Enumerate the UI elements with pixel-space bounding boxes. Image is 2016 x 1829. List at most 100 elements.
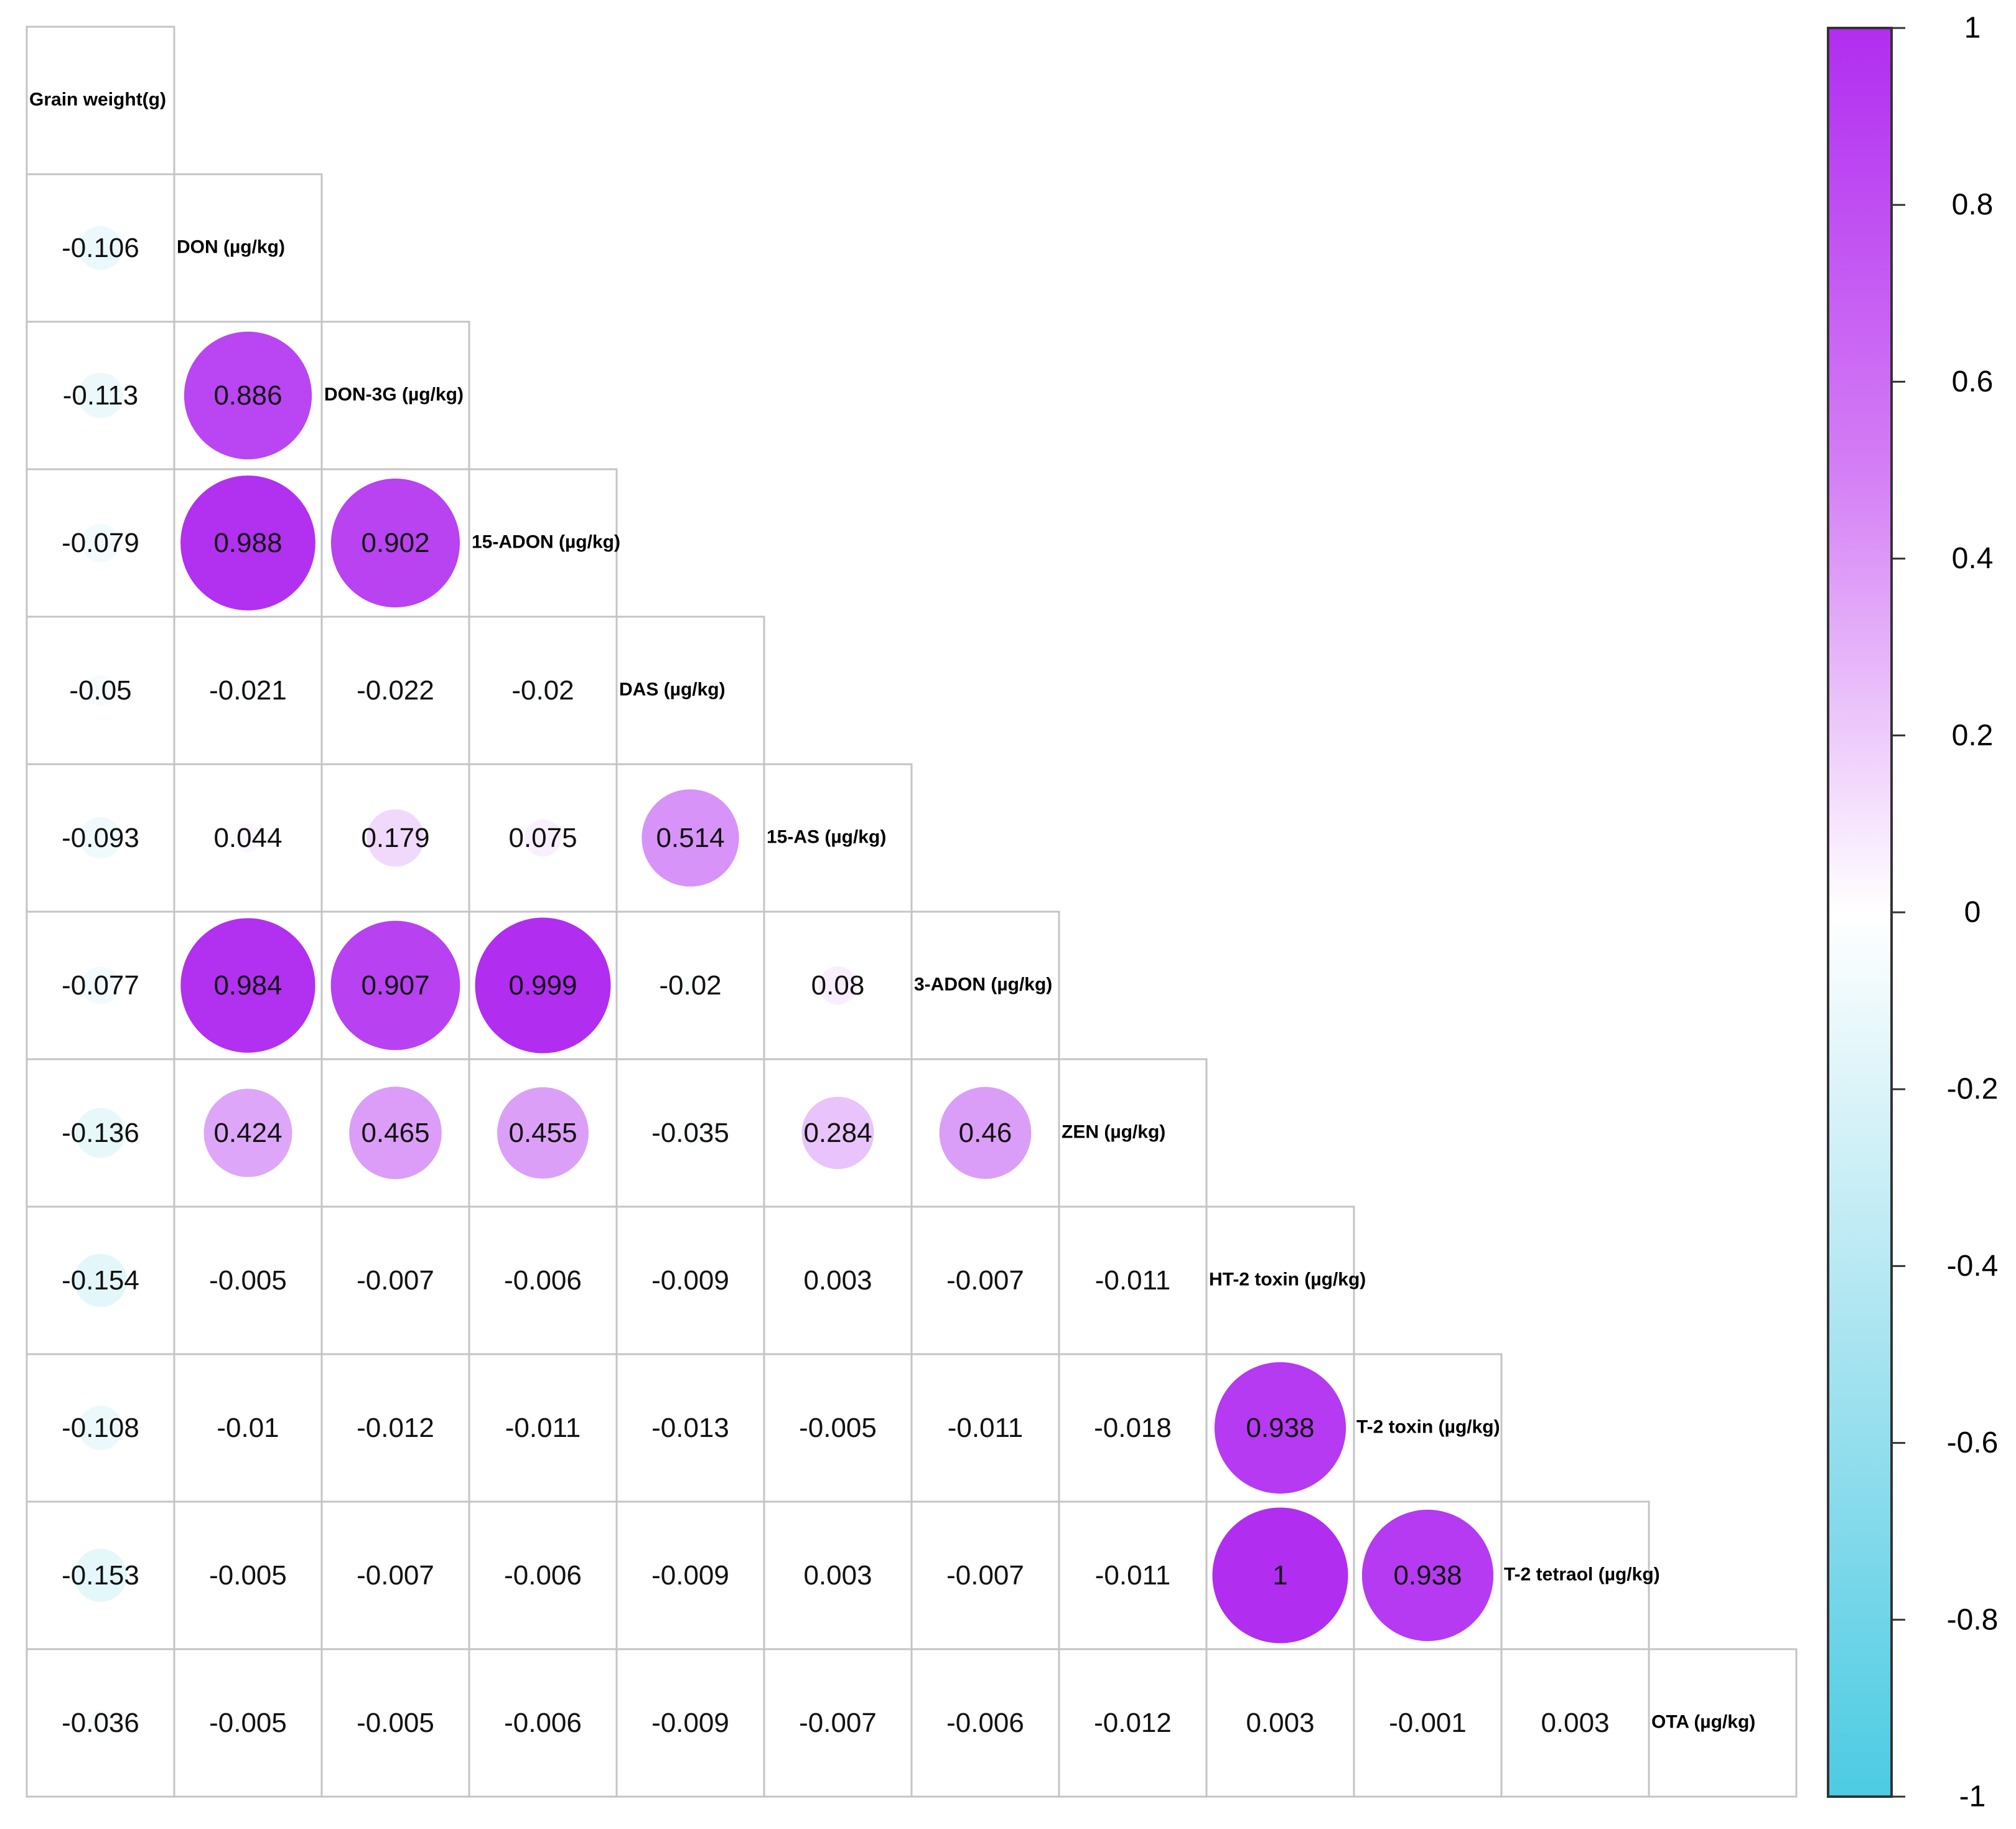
corr-circle-9-4 [683,1420,698,1436]
corr-value-9-0: -0.108 [62,1413,139,1443]
corr-value-10-2: -0.007 [357,1560,434,1591]
corr-circle-7-0 [75,1108,126,1158]
colorbar-gradient [1827,27,1893,1798]
corr-circle-8-2 [390,1275,401,1286]
corr-value-6-5: 0.08 [811,970,865,1001]
corr-value-4-0: -0.05 [69,675,131,706]
corr-value-10-6: -0.007 [946,1560,1024,1591]
colorbar-tick-label-5: 0 [1964,896,1981,929]
corr-value-7-4: -0.035 [651,1118,729,1148]
corr-circle-11-4 [684,1716,697,1729]
variable-label-don-3g-g-kg: DON-3G (µg/kg) [324,384,464,405]
corr-value-8-4: -0.009 [651,1265,729,1296]
corr-circle-11-7 [1125,1715,1141,1731]
corr-value-3-1: 0.988 [213,528,282,558]
corr-value-11-5: -0.007 [799,1708,877,1738]
corr-value-2-1: 0.886 [213,380,282,411]
corr-value-11-1: -0.005 [209,1708,287,1738]
variable-label-15-as-g-kg: 15-AS (µg/kg) [767,826,886,847]
corr-value-9-6: -0.011 [948,1413,1024,1443]
corr-circle-7-3 [497,1087,589,1179]
corr-circle-7-4 [678,1120,703,1146]
corr-value-5-4: 0.514 [656,823,724,853]
corr-value-11-2: -0.005 [357,1708,434,1738]
corr-value-9-5: -0.005 [799,1413,877,1443]
corr-circle-11-6 [980,1718,991,1728]
corr-circle-1-0 [78,226,123,270]
corr-circle-3-2 [330,478,460,608]
corr-circle-10-9 [1361,1509,1494,1642]
corr-circle-11-1 [243,1718,253,1728]
colorbar: 1 0.8 0.6 0.4 0.2 0 -0.2 -0.4 -0.6 -0.8 -1 [1827,12,1999,1813]
corr-circle-9-0 [78,1405,123,1451]
corr-circle-8-7 [1126,1273,1140,1288]
colorbar-tick-label-8: -0.6 [1947,1426,1999,1459]
corr-circle-11-5 [832,1717,844,1729]
corr-circle-2-0 [77,372,124,419]
corr-circle-9-7 [1123,1418,1142,1438]
corr-circle-10-4 [684,1569,697,1582]
corr-value-8-6: -0.007 [946,1265,1024,1296]
corr-value-7-1: 0.424 [213,1118,282,1148]
colorbar-tick-label-6: -0.2 [1947,1073,1999,1106]
corr-circle-4-2 [385,680,406,701]
grid-cell-11-11 [1648,1648,1798,1798]
corr-value-4-3: -0.02 [511,675,574,706]
corr-circle-3-0 [81,523,120,563]
corr-value-8-3: -0.006 [504,1265,582,1296]
corr-circle-9-8 [1214,1362,1346,1494]
corr-value-6-4: -0.02 [659,970,721,1001]
corr-value-8-0: -0.154 [62,1265,139,1296]
corr-circle-8-1 [243,1275,253,1286]
variable-label-t-2-toxin-g-kg: T-2 toxin (µg/kg) [1356,1416,1500,1437]
corr-circle-4-3 [533,681,553,700]
corr-circle-11-0 [87,1710,114,1736]
corr-circle-9-2 [388,1420,403,1436]
corr-value-10-4: -0.009 [651,1560,729,1591]
corr-value-8-1: -0.005 [209,1265,287,1296]
corr-value-11-9: -0.001 [1389,1708,1467,1738]
corr-value-10-0: -0.153 [62,1560,139,1591]
corr-circle-6-5 [818,966,857,1005]
corr-circle-11-3 [538,1718,548,1728]
corr-value-4-1: -0.021 [209,675,287,706]
corr-circle-9-6 [978,1421,992,1435]
colorbar-tick-label-2: 0.6 [1952,365,1994,398]
corr-value-7-5: 0.284 [803,1118,872,1148]
corr-value-9-3: -0.011 [505,1413,581,1443]
corr-circle-7-1 [203,1088,292,1177]
corr-circle-10-7 [1126,1568,1140,1583]
corr-value-10-1: -0.005 [209,1560,287,1591]
corr-circle-9-1 [241,1421,255,1435]
corr-value-9-1: -0.01 [217,1413,279,1443]
corr-circle-11-10 [1571,1719,1579,1727]
corr-value-5-3: 0.075 [508,823,577,853]
corr-circle-11-8 [1276,1719,1284,1727]
variable-label-zen-g-kg: ZEN (µg/kg) [1062,1121,1165,1142]
corr-value-5-0: -0.093 [62,823,139,853]
corr-value-6-1: 0.984 [213,970,282,1001]
corr-circle-6-4 [681,976,700,995]
corr-circle-5-2 [366,809,424,867]
corr-value-6-3: 0.999 [508,970,577,1001]
corr-circle-10-0 [73,1548,128,1602]
corr-circle-10-8 [1212,1507,1348,1644]
corr-circle-8-5 [834,1276,842,1284]
corr-value-10-8: 1 [1272,1560,1287,1591]
corr-value-2-0: -0.113 [63,380,139,411]
corr-circle-10-2 [390,1569,401,1581]
corr-value-9-8: 0.938 [1246,1413,1314,1443]
corr-circle-9-5 [833,1423,843,1433]
variable-label-15-adon-g-kg: 15-ADON (µg/kg) [472,531,620,552]
corr-value-11-6: -0.006 [946,1708,1024,1738]
corr-value-7-0: -0.136 [62,1118,139,1148]
corr-circle-8-0 [73,1253,128,1307]
corr-circle-7-2 [349,1087,442,1179]
corr-value-3-2: 0.902 [361,528,429,558]
colorbar-tick-label-1: 0.8 [1952,189,1994,222]
corr-value-10-3: -0.006 [504,1560,582,1591]
corr-circle-11-9 [1426,1721,1430,1725]
corr-circle-4-0 [85,675,116,706]
corr-circle-6-1 [180,918,315,1053]
corr-value-9-4: -0.013 [651,1413,729,1443]
